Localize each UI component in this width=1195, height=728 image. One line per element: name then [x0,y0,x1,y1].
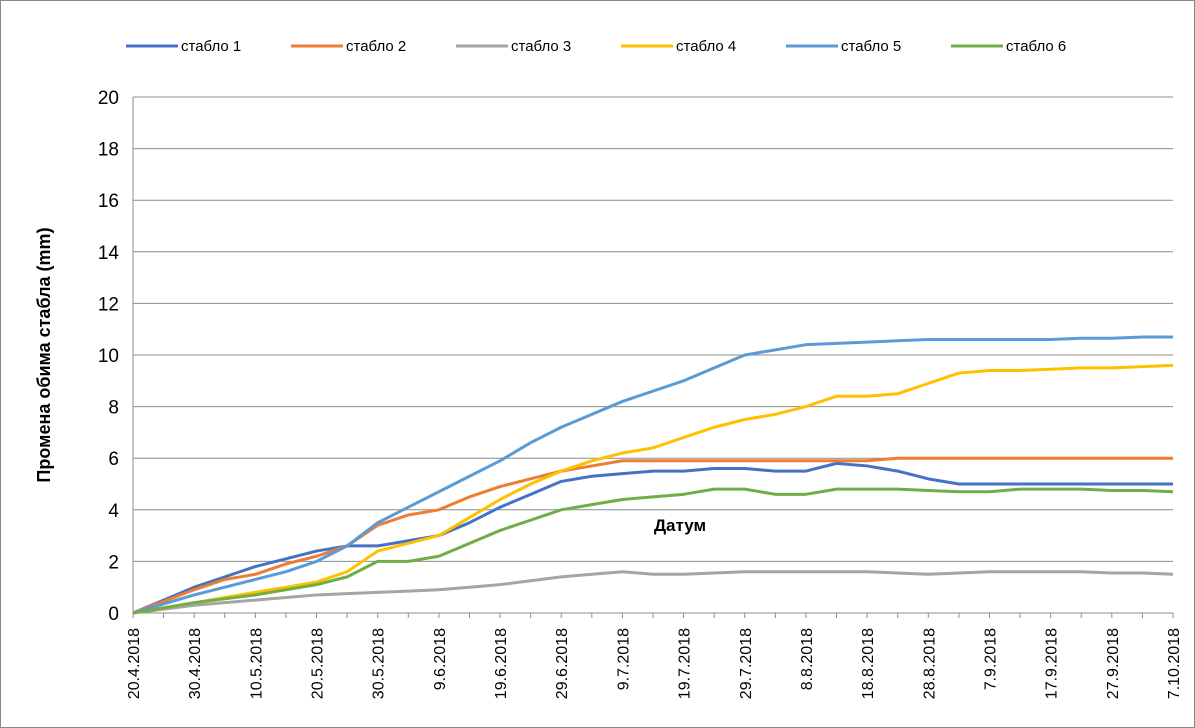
y-tick-label: 20 [98,88,119,109]
y-tick-label: 14 [98,243,120,264]
y-tick-label: 12 [98,294,119,315]
line-series [132,461,1173,615]
legend-label: стабло 6 [1006,38,1066,55]
x-tick-label: 19.6.2018 [493,628,510,699]
x-tick-label: 28.8.2018 [921,628,938,699]
legend-label: стабло 3 [511,38,571,55]
y-tick-label: 8 [108,398,119,419]
line-series [132,335,1173,615]
x-tick-label: 9.7.2018 [615,628,632,690]
legend-label: стабло 4 [676,38,736,55]
legend-label: стабло 1 [181,38,241,55]
x-tick-label: 8.8.2018 [799,628,816,690]
y-axis-label: Промена обима стабла (mm) [34,227,54,482]
x-tick-label: 19.7.2018 [677,628,694,699]
line-series [132,570,1174,615]
x-tick-label: 17.9.2018 [1044,628,1061,699]
x-tick-label: 20.4.2018 [126,628,143,699]
legend-label: стабло 2 [346,38,406,55]
y-tick-label: 18 [98,140,119,161]
y-tick-label: 2 [108,552,119,573]
y-tick-label: 10 [98,346,119,367]
x-tick-label: 30.4.2018 [187,628,204,699]
y-tick-label: 16 [98,191,119,212]
x-tick-label: 29.7.2018 [738,628,755,699]
x-tick-label: 30.5.2018 [371,628,388,699]
legend-label: стабло 5 [841,38,901,55]
line-series [132,456,1173,615]
x-axis-label: Датум [654,516,706,535]
x-tick-label: 10.5.2018 [248,628,265,699]
x-tick-label: 9.6.2018 [432,628,449,690]
y-tick-label: 4 [108,501,119,522]
line-series [132,363,1174,615]
y-tick-label: 6 [108,449,119,470]
y-tick-label: 0 [108,604,119,625]
x-tick-label: 7.9.2018 [982,628,999,690]
x-tick-label: 7.10.2018 [1166,628,1183,699]
x-tick-label: 27.9.2018 [1105,628,1122,699]
x-tick-label: 20.5.2018 [310,628,327,699]
x-tick-label: 29.6.2018 [554,628,571,699]
line-series [132,487,1174,615]
x-tick-label: 18.8.2018 [860,628,877,699]
